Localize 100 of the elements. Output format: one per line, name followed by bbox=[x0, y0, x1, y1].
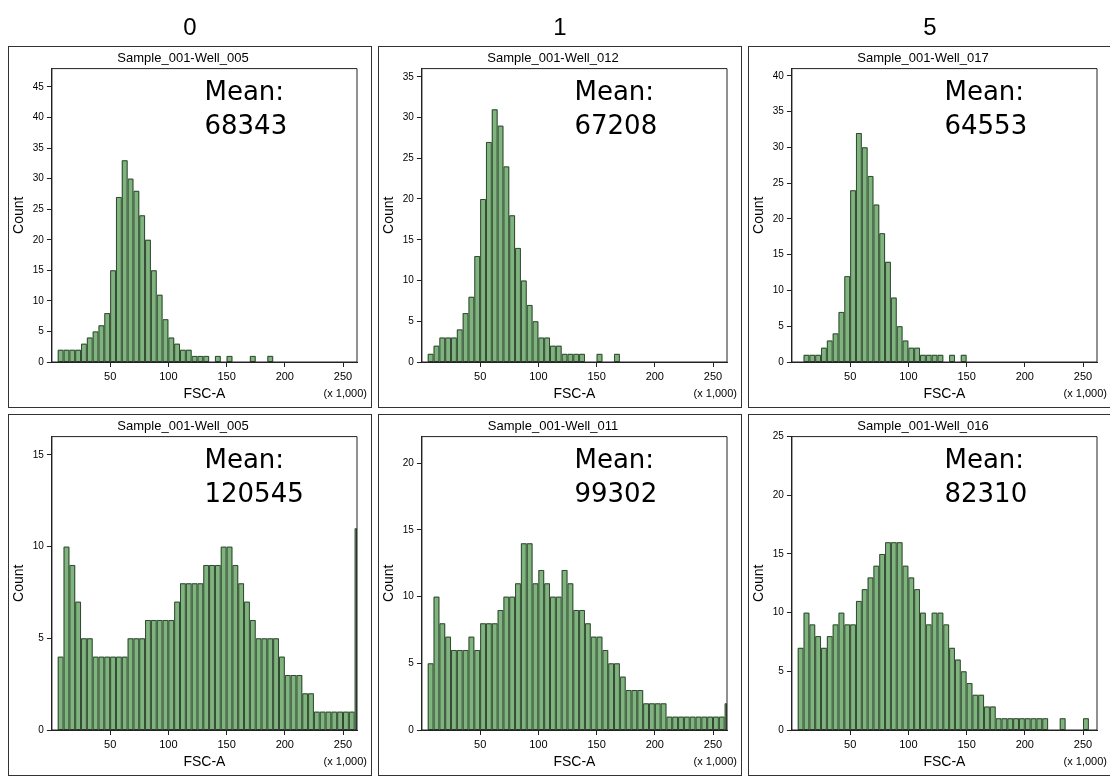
x-tick-label: 250 bbox=[1073, 369, 1093, 382]
y-tick-label: 5 bbox=[778, 319, 785, 331]
y-axis-title: Count bbox=[10, 196, 27, 234]
annotation: Mean: bbox=[944, 76, 1025, 107]
y-tick-label: 0 bbox=[408, 355, 415, 367]
x-tick-label: 200 bbox=[645, 369, 664, 382]
y-tick-label: 35 bbox=[402, 70, 415, 82]
x-tick-label: 50 bbox=[104, 737, 117, 750]
y-tick-label: 35 bbox=[772, 105, 785, 117]
y-tick-label: 0 bbox=[38, 723, 45, 735]
x-axis-title: FSC-A bbox=[183, 753, 227, 770]
y-tick-label: 5 bbox=[408, 657, 415, 669]
y-tick-label: 10 bbox=[772, 284, 785, 296]
chart-subtitle: Sample_001-Well_011 bbox=[487, 418, 619, 434]
y-tick-label: 10 bbox=[32, 294, 45, 306]
annotation: Mean: bbox=[574, 76, 655, 107]
y-tick-label: 15 bbox=[772, 547, 785, 559]
x-tick-label: 150 bbox=[217, 737, 236, 750]
x-tick-label: 200 bbox=[275, 369, 294, 382]
chart-subtitle: Sample_001-Well_017 bbox=[857, 50, 989, 66]
annotation: 64553 bbox=[944, 110, 1028, 141]
x-axis-title: FSC-A bbox=[923, 385, 967, 402]
x-tick-label: 200 bbox=[1015, 737, 1034, 750]
y-tick-label: 15 bbox=[32, 264, 45, 276]
y-tick-label: 20 bbox=[402, 457, 415, 469]
x-tick-label: 100 bbox=[159, 369, 178, 382]
x-tick-label: 150 bbox=[957, 737, 976, 750]
y-tick-label: 30 bbox=[402, 111, 415, 123]
annotation: Mean: bbox=[204, 444, 285, 475]
text: (x 1,000) bbox=[693, 386, 737, 399]
x-tick-label: 250 bbox=[703, 737, 723, 750]
x-tick-label: 250 bbox=[333, 369, 353, 382]
chart-subtitle: Sample_001-Well_016 bbox=[857, 418, 989, 434]
y-tick-label: 25 bbox=[772, 176, 785, 188]
x-tick-label: 250 bbox=[703, 369, 723, 382]
chart-subtitle: Sample_001-Well_005 bbox=[117, 418, 249, 434]
text: (x 1,000) bbox=[1063, 386, 1107, 399]
x-tick-label: 150 bbox=[587, 369, 606, 382]
text: (x 1,000) bbox=[323, 754, 367, 767]
y-tick-label: 40 bbox=[772, 69, 785, 81]
y-tick-label: 25 bbox=[402, 152, 415, 163]
chart-title: 1 bbox=[552, 12, 568, 42]
text: (x 1,000) bbox=[323, 386, 367, 399]
y-axis-title: Count bbox=[380, 196, 397, 234]
y-tick-label: 15 bbox=[32, 448, 45, 460]
x-axis-title: FSC-A bbox=[553, 753, 597, 770]
y-tick-label: 5 bbox=[38, 632, 45, 644]
annotation: Mean: bbox=[574, 444, 655, 475]
x-tick-label: 150 bbox=[957, 369, 976, 382]
x-tick-label: 100 bbox=[159, 737, 178, 750]
x-tick-label: 50 bbox=[104, 369, 117, 382]
annotation: 120545 bbox=[204, 478, 304, 509]
y-tick-label: 25 bbox=[32, 202, 45, 214]
y-axis-title: Count bbox=[750, 564, 767, 602]
chart-subtitle: Sample_001-Well_012 bbox=[487, 50, 619, 66]
y-tick-label: 45 bbox=[32, 80, 45, 92]
text: (x 1,000) bbox=[1063, 754, 1107, 767]
y-tick-label: 10 bbox=[32, 540, 45, 552]
annotation: Mean: bbox=[944, 444, 1025, 475]
y-tick-label: 30 bbox=[32, 172, 45, 184]
y-tick-label: 10 bbox=[402, 274, 415, 286]
y-tick-label: 10 bbox=[772, 606, 785, 618]
x-tick-label: 100 bbox=[899, 737, 918, 750]
x-tick-label: 250 bbox=[1073, 737, 1093, 750]
annotation: 67208 bbox=[574, 110, 658, 141]
y-tick-label: 10 bbox=[402, 590, 415, 602]
x-tick-label: 50 bbox=[474, 369, 487, 382]
y-tick-label: 15 bbox=[402, 523, 415, 535]
x-tick-label: 150 bbox=[217, 369, 236, 382]
chart-title: 0 bbox=[182, 12, 198, 42]
annotation: 68343 bbox=[204, 110, 288, 141]
y-tick-label: 20 bbox=[772, 212, 785, 224]
x-tick-label: 150 bbox=[587, 737, 606, 750]
y-tick-label: 0 bbox=[778, 723, 785, 735]
y-tick-label: 5 bbox=[38, 325, 45, 337]
chart-title: 5 bbox=[922, 12, 938, 42]
y-tick-label: 15 bbox=[402, 233, 415, 245]
y-tick-label: 5 bbox=[778, 665, 785, 677]
y-tick-label: 0 bbox=[778, 355, 785, 367]
chart-subtitle: Sample_001-Well_005 bbox=[117, 50, 249, 66]
y-tick-label: 20 bbox=[32, 233, 45, 245]
y-tick-label: 25 bbox=[772, 430, 785, 442]
y-tick-label: 0 bbox=[38, 355, 45, 367]
y-tick-label: 35 bbox=[32, 141, 45, 153]
text: (x 1,000) bbox=[693, 754, 737, 767]
x-axis-title: FSC-A bbox=[923, 753, 967, 770]
y-tick-label: 5 bbox=[408, 315, 415, 326]
x-axis-title: FSC-A bbox=[553, 385, 597, 402]
y-tick-label: 15 bbox=[772, 248, 785, 260]
y-tick-label: 20 bbox=[402, 192, 415, 204]
x-tick-label: 50 bbox=[474, 737, 487, 750]
annotation: 99302 bbox=[574, 478, 658, 509]
y-tick-label: 20 bbox=[772, 489, 785, 501]
annotation: Mean: bbox=[204, 76, 285, 107]
annotation: 82310 bbox=[944, 478, 1028, 509]
x-tick-label: 200 bbox=[1015, 369, 1034, 382]
x-tick-label: 50 bbox=[844, 737, 857, 750]
y-axis-title: Count bbox=[10, 564, 27, 602]
x-tick-label: 100 bbox=[529, 737, 548, 750]
y-tick-label: 30 bbox=[772, 141, 785, 153]
